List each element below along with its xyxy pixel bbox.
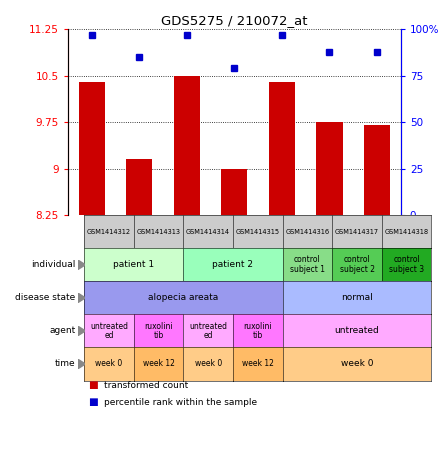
Bar — [174, 76, 200, 215]
Bar — [316, 122, 343, 215]
Text: untreated: untreated — [335, 327, 379, 335]
Text: alopecia areata: alopecia areata — [148, 294, 219, 302]
Text: ruxolini
tib: ruxolini tib — [144, 322, 173, 340]
Text: transformed count: transformed count — [104, 381, 188, 390]
Text: individual: individual — [31, 260, 75, 269]
Text: time: time — [55, 360, 75, 368]
Text: control
subject 3: control subject 3 — [389, 255, 424, 274]
Bar — [269, 82, 295, 215]
Text: GSM1414316: GSM1414316 — [285, 229, 329, 235]
Text: week 0: week 0 — [341, 360, 373, 368]
Text: week 12: week 12 — [143, 360, 174, 368]
Text: ■: ■ — [88, 380, 98, 390]
Bar — [126, 159, 152, 215]
Text: GSM1414315: GSM1414315 — [236, 229, 280, 235]
Text: ■: ■ — [88, 397, 98, 407]
Text: patient 2: patient 2 — [212, 260, 254, 269]
Text: GSM1414318: GSM1414318 — [385, 229, 429, 235]
Text: normal: normal — [341, 294, 373, 302]
Text: patient 1: patient 1 — [113, 260, 154, 269]
Text: agent: agent — [49, 327, 75, 335]
Text: control
subject 2: control subject 2 — [339, 255, 374, 274]
Title: GDS5275 / 210072_at: GDS5275 / 210072_at — [161, 14, 307, 27]
Polygon shape — [78, 359, 85, 369]
Text: GSM1414314: GSM1414314 — [186, 229, 230, 235]
Text: percentile rank within the sample: percentile rank within the sample — [104, 398, 257, 407]
Bar — [78, 82, 105, 215]
Text: GSM1414312: GSM1414312 — [87, 229, 131, 235]
Text: disease state: disease state — [15, 294, 75, 302]
Polygon shape — [78, 293, 85, 303]
Text: control
subject 1: control subject 1 — [290, 255, 325, 274]
Polygon shape — [78, 326, 85, 336]
Polygon shape — [78, 260, 85, 270]
Text: ruxolini
tib: ruxolini tib — [244, 322, 272, 340]
Text: week 0: week 0 — [95, 360, 123, 368]
Text: week 12: week 12 — [242, 360, 274, 368]
Text: GSM1414313: GSM1414313 — [137, 229, 180, 235]
Text: untreated
ed: untreated ed — [189, 322, 227, 340]
Bar — [221, 169, 247, 215]
Text: untreated
ed: untreated ed — [90, 322, 128, 340]
Bar — [364, 125, 390, 215]
Text: week 0: week 0 — [194, 360, 222, 368]
Text: GSM1414317: GSM1414317 — [335, 229, 379, 235]
